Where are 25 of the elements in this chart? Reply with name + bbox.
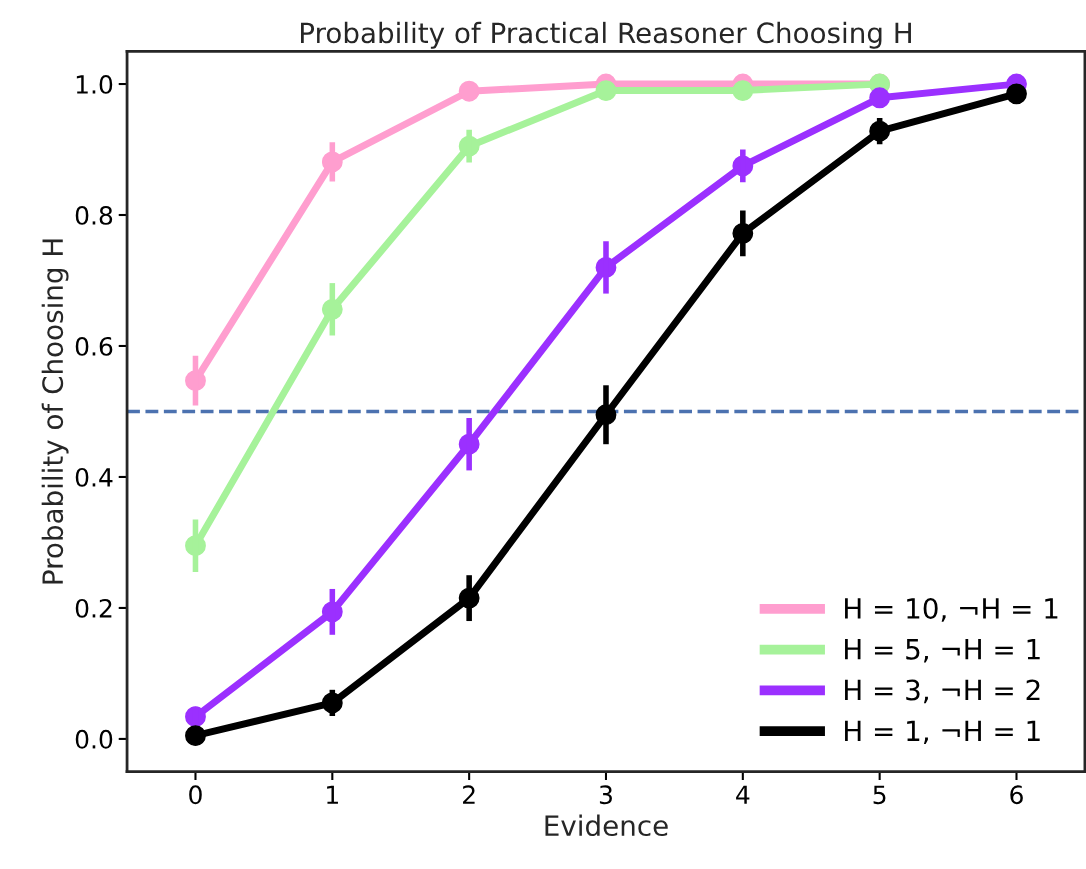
point: [185, 725, 206, 747]
x-tick-label: 4: [736, 785, 750, 804]
x-tick-label: 2: [463, 785, 475, 804]
y-tick-label: 0.8: [75, 205, 113, 225]
y-tick-label: 0.2: [75, 598, 112, 618]
y-axis-title: Probability of Choosing H: [41, 239, 69, 584]
legend-label: H = 10, ¬H = 1: [845, 597, 1058, 622]
x-tick-label: 6: [1010, 785, 1023, 805]
legend-label: H = 5, ¬H = 1: [845, 639, 1040, 663]
chart-title: Probability of Practical Reasoner Choosing H: [301, 21, 911, 49]
y-tick-label: 0.0: [75, 729, 113, 749]
x-tick-label: 3: [599, 785, 612, 805]
x-tick-label: 1: [327, 785, 338, 804]
x-axis-title: Evidence: [545, 814, 668, 837]
legend-label: H = 3, ¬H = 2: [845, 679, 1040, 704]
y-tick-label: 1.0: [76, 74, 113, 94]
y-tick-label: 0.4: [75, 467, 113, 487]
y-tick-label: 0.6: [75, 336, 113, 356]
legend-label: H = 1, ¬H = 1: [845, 720, 1040, 745]
point: [1006, 83, 1027, 105]
point: [458, 80, 480, 102]
point: [595, 80, 617, 101]
x-tick-label: 5: [873, 785, 886, 805]
x-tick-label: 0: [189, 785, 202, 805]
point: [732, 80, 754, 101]
